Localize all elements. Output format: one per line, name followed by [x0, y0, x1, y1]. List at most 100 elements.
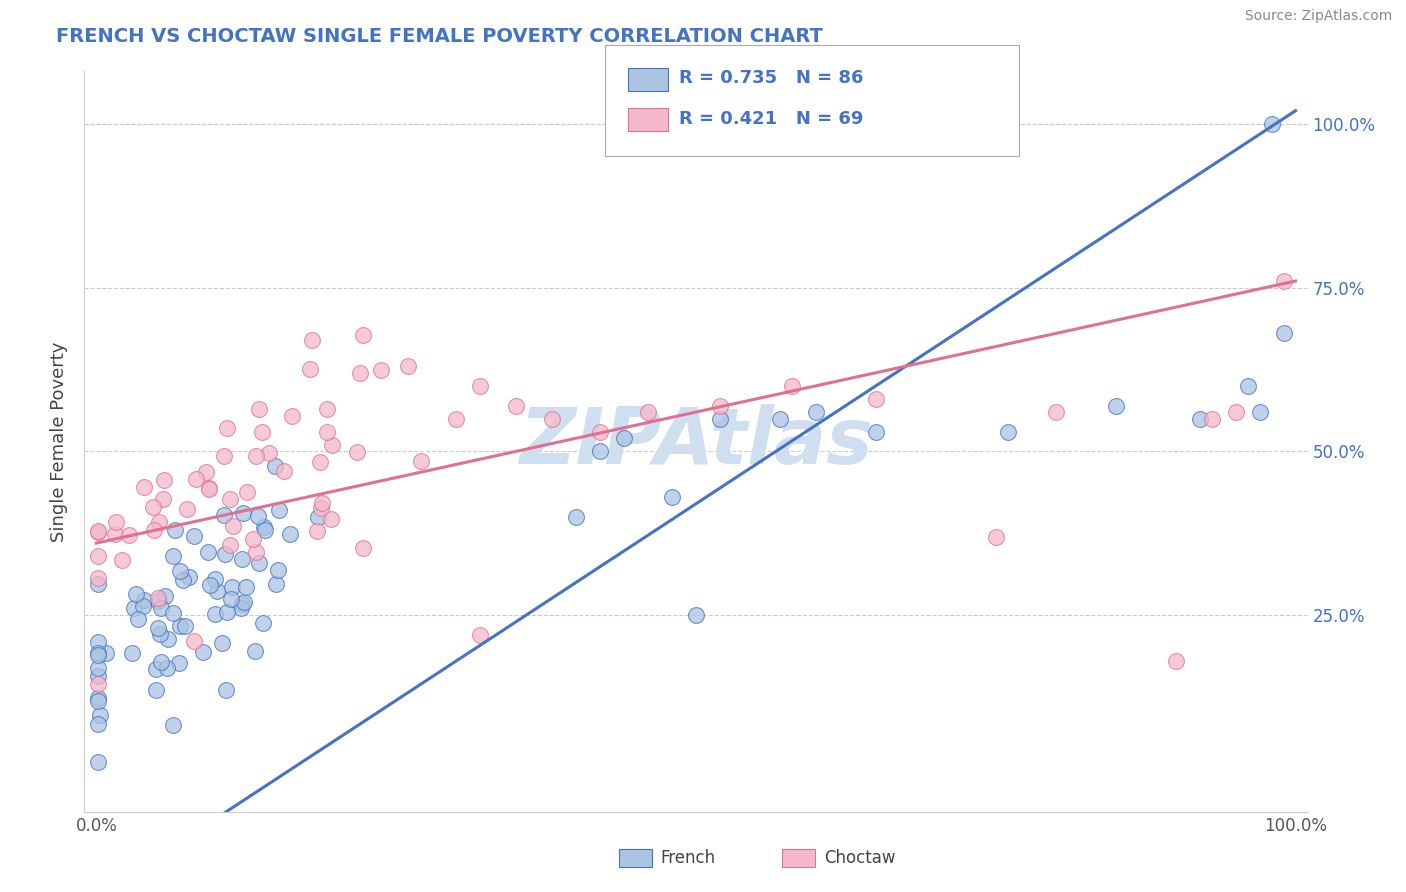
- Point: [769, 411, 792, 425]
- Point: [156, 661, 179, 675]
- Point: [1225, 405, 1247, 419]
- Text: French: French: [661, 849, 716, 867]
- Point: [86, 524, 108, 539]
- Point: [468, 628, 491, 642]
- Point: [145, 683, 167, 698]
- Point: [183, 633, 205, 648]
- Point: [1188, 411, 1211, 425]
- Point: [148, 621, 170, 635]
- Point: [250, 425, 273, 440]
- Point: [1272, 274, 1295, 288]
- Point: [321, 438, 343, 452]
- Point: [1260, 117, 1282, 131]
- Point: [127, 612, 149, 626]
- Point: [105, 515, 128, 529]
- Point: [264, 576, 287, 591]
- Point: [1249, 405, 1271, 419]
- Point: [1105, 399, 1128, 413]
- Point: [218, 492, 240, 507]
- Point: [204, 573, 226, 587]
- Point: [243, 644, 266, 658]
- Text: Source: ZipAtlas.com: Source: ZipAtlas.com: [1244, 9, 1392, 23]
- Point: [156, 632, 179, 646]
- Point: [191, 645, 214, 659]
- Text: R = 0.421   N = 69: R = 0.421 N = 69: [679, 110, 863, 128]
- Point: [247, 508, 270, 523]
- Point: [211, 636, 233, 650]
- Point: [86, 648, 108, 663]
- Point: [257, 446, 280, 460]
- Point: [236, 485, 259, 500]
- Point: [780, 379, 803, 393]
- Point: [195, 465, 218, 479]
- Point: [214, 547, 236, 561]
- Point: [1236, 379, 1258, 393]
- Point: [184, 472, 207, 486]
- Point: [146, 591, 169, 606]
- Point: [86, 677, 108, 691]
- Point: [232, 595, 254, 609]
- Point: [89, 707, 111, 722]
- Point: [231, 552, 253, 566]
- Point: [264, 458, 287, 473]
- Point: [232, 506, 254, 520]
- Point: [197, 545, 219, 559]
- Point: [321, 512, 343, 526]
- Point: [541, 411, 564, 425]
- Point: [370, 363, 392, 377]
- Point: [637, 405, 659, 419]
- Point: [153, 590, 176, 604]
- Point: [121, 646, 143, 660]
- Point: [253, 523, 276, 537]
- Y-axis label: Single Female Poverty: Single Female Poverty: [51, 342, 69, 541]
- Point: [218, 538, 240, 552]
- Point: [865, 392, 887, 406]
- Text: FRENCH VS CHOCTAW SINGLE FEMALE POVERTY CORRELATION CHART: FRENCH VS CHOCTAW SINGLE FEMALE POVERTY …: [56, 27, 823, 45]
- Point: [205, 583, 228, 598]
- Point: [1045, 405, 1067, 419]
- Point: [169, 564, 191, 578]
- Point: [117, 528, 139, 542]
- Point: [132, 480, 155, 494]
- Point: [132, 599, 155, 613]
- Point: [103, 526, 125, 541]
- Point: [589, 444, 612, 458]
- Point: [247, 402, 270, 417]
- Point: [86, 646, 108, 660]
- Point: [183, 529, 205, 543]
- Point: [179, 570, 201, 584]
- Point: [252, 520, 274, 534]
- Point: [111, 552, 134, 566]
- Point: [145, 662, 167, 676]
- Point: [409, 454, 432, 468]
- Point: [176, 502, 198, 516]
- Point: [149, 627, 172, 641]
- Point: [267, 563, 290, 577]
- Point: [86, 524, 108, 539]
- Point: [565, 509, 588, 524]
- Point: [169, 619, 191, 633]
- Point: [146, 594, 169, 608]
- Point: [148, 515, 170, 529]
- Point: [229, 600, 252, 615]
- Point: [589, 425, 612, 439]
- Point: [709, 411, 731, 425]
- Point: [221, 580, 243, 594]
- Point: [212, 449, 235, 463]
- Text: R = 0.735   N = 86: R = 0.735 N = 86: [679, 70, 863, 87]
- Point: [280, 409, 302, 423]
- Point: [1164, 654, 1187, 668]
- Point: [86, 694, 108, 708]
- Point: [215, 683, 238, 698]
- Point: [86, 571, 108, 585]
- Point: [94, 646, 117, 660]
- Point: [142, 500, 165, 515]
- Point: [200, 577, 222, 591]
- Point: [245, 449, 267, 463]
- Point: [346, 444, 368, 458]
- Point: [278, 527, 301, 541]
- Point: [125, 587, 148, 601]
- Point: [245, 545, 267, 559]
- Point: [305, 524, 328, 538]
- Point: [198, 481, 221, 495]
